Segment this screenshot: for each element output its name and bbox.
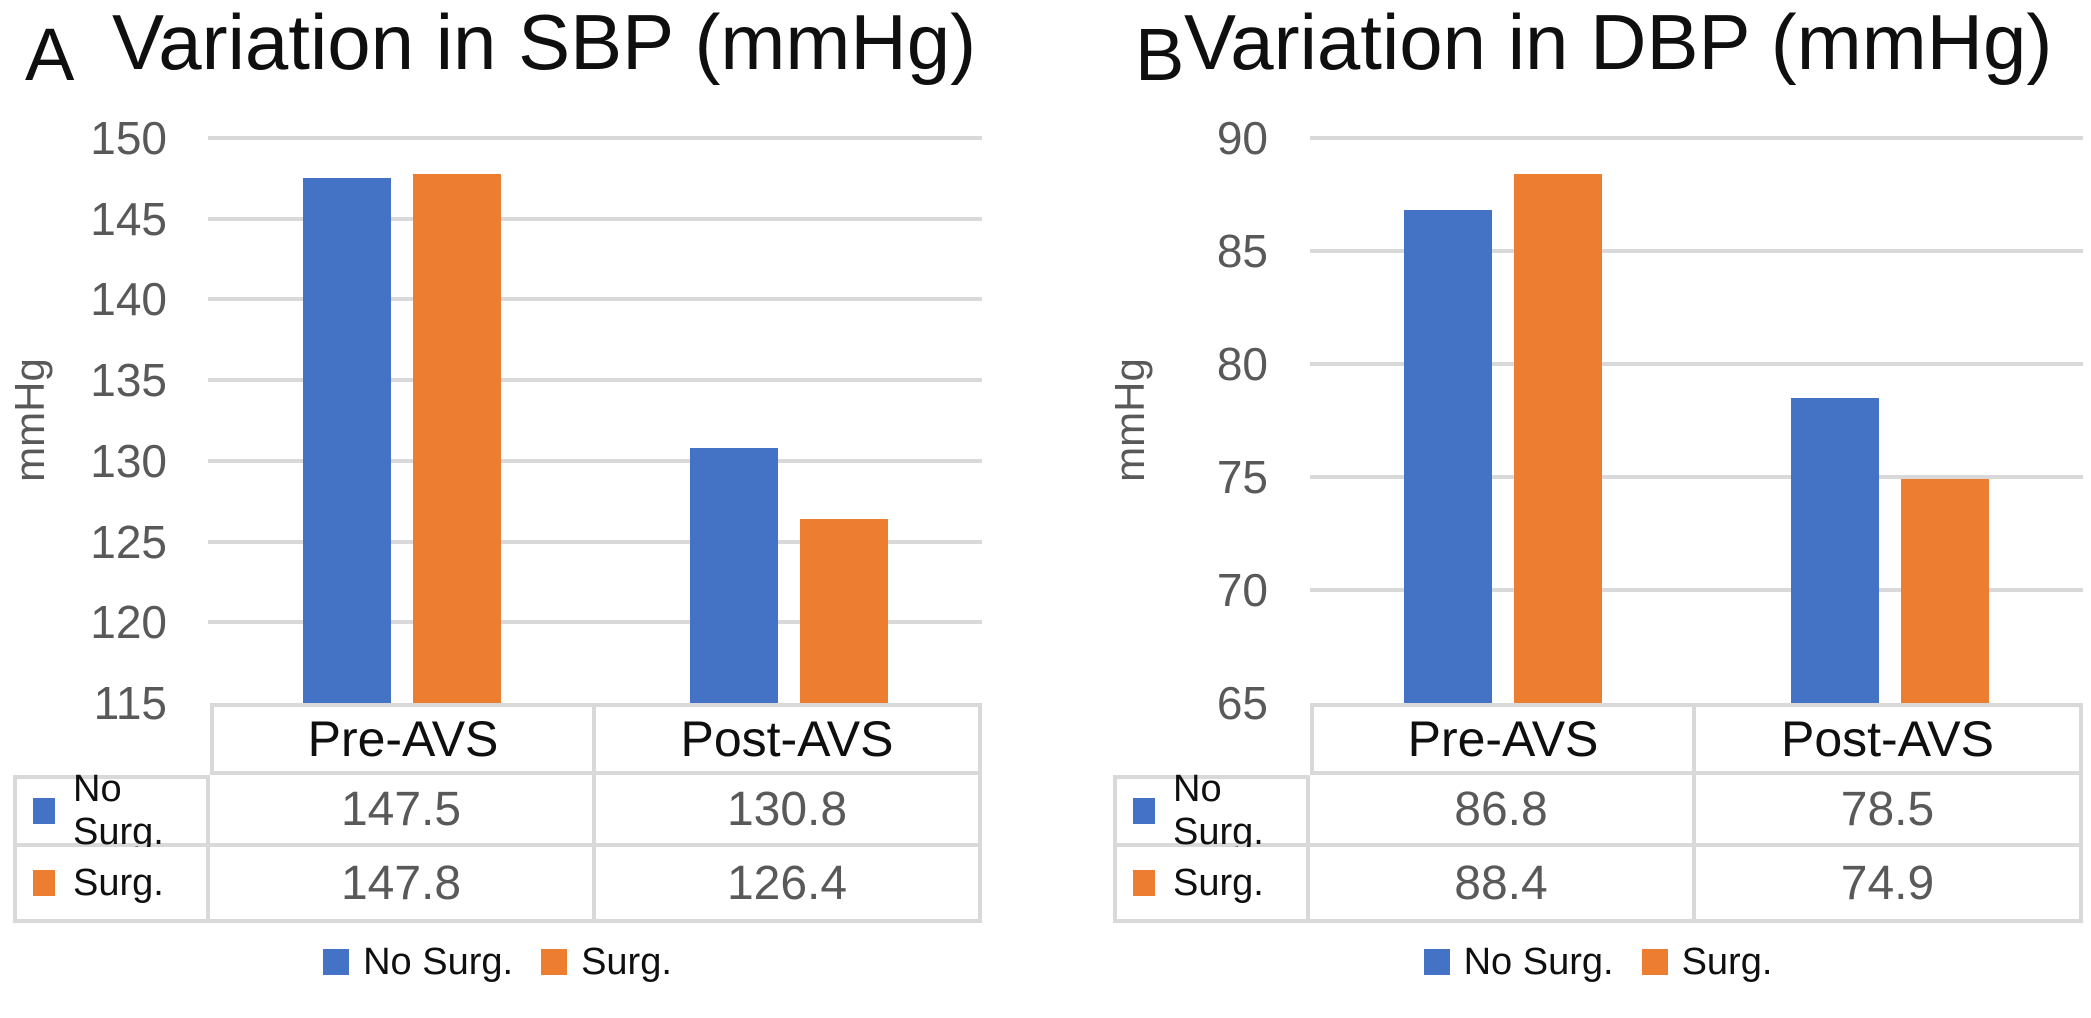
row-label-no-surg: No Surg. — [13, 768, 210, 853]
bar-no-surg-pre-avs — [303, 178, 391, 703]
table-value: 74.9 — [1696, 847, 2083, 923]
row-label-text: No Surg. — [73, 768, 164, 853]
chart-panel-dbp: B Variation in DBP (mmHg) mmHg 90 85 80 75 7… — [1046, 0, 2091, 1018]
legend-swatch-surg-icon — [541, 949, 568, 975]
table-value: 88.4 — [1310, 847, 1696, 923]
panel-letter: A — [25, 13, 75, 96]
column-header-post-avs: Post-AVS — [1696, 703, 2083, 775]
plot-area: 150 145 140 135 130 125 120 115 — [0, 0, 1045, 1018]
y-tick-label: 85 — [1216, 225, 1268, 277]
legend-label: Surg. — [581, 941, 672, 983]
y-tick-label: 130 — [90, 435, 167, 487]
gridline — [208, 136, 982, 140]
table-value: 78.5 — [1696, 775, 2083, 847]
y-tick-label: 125 — [90, 516, 167, 568]
legend: No Surg. Surg. — [13, 942, 982, 982]
row-label-text: Surg. — [73, 861, 164, 904]
gridline — [1310, 588, 2083, 592]
legend-item-surg: Surg. — [1641, 941, 1773, 983]
series-key-no-surg-icon — [33, 798, 55, 824]
gridline — [1310, 249, 2083, 253]
legend-item-surg: Surg. — [541, 943, 672, 981]
y-tick-label: 75 — [1216, 451, 1268, 503]
series-key-surg-icon — [1133, 870, 1155, 896]
gridline — [208, 378, 982, 382]
gridline — [208, 620, 982, 624]
chart-title: Variation in DBP (mmHg) — [1184, 0, 2053, 86]
column-header-post-avs: Post-AVS — [596, 703, 982, 775]
table-corner-cell — [1113, 703, 1310, 775]
table-value: 147.5 — [210, 775, 596, 847]
y-tick-label: 90 — [1216, 112, 1268, 164]
gridline — [1310, 475, 2083, 479]
data-table: Pre-AVS Post-AVS No Surg. 86.8 78.5 Surg… — [1113, 703, 2083, 923]
legend-label: Surg. — [1681, 941, 1773, 983]
y-tick-label: 150 — [90, 112, 167, 164]
bar-surg-pre-avs — [413, 174, 501, 703]
y-tick-label: 65 — [1216, 677, 1268, 729]
row-label-surg: Surg. — [1113, 847, 1310, 923]
gridline — [208, 217, 982, 221]
bar-surg-post-avs — [800, 519, 888, 703]
table-corner-cell — [13, 703, 210, 775]
series-key-no-surg-icon — [1133, 798, 1155, 824]
y-tick-label: 145 — [90, 193, 167, 245]
y-tick-label: 70 — [1216, 564, 1268, 616]
series-key-surg-icon — [33, 870, 55, 896]
gridline — [208, 540, 982, 544]
legend-swatch-no-surg-icon — [1423, 949, 1450, 975]
panel-letter: B — [1135, 13, 1185, 96]
legend-item-no-surg: No Surg. — [323, 943, 513, 981]
plot-area: 90 85 80 75 70 65 — [1046, 0, 2091, 1018]
chart-panel-sbp: A Variation in SBP (mmHg) mmHg 150 145 140… — [0, 0, 1045, 1018]
gridline — [208, 459, 982, 463]
table-value: 147.8 — [210, 847, 596, 923]
gridline — [1310, 136, 2083, 140]
bar-surg-post-avs — [1901, 479, 1989, 703]
bar-no-surg-post-avs — [690, 448, 778, 703]
y-tick-label: 135 — [90, 354, 167, 406]
legend-swatch-no-surg-icon — [323, 949, 350, 975]
chart-title: Variation in SBP (mmHg) — [112, 0, 977, 86]
y-tick-label: 115 — [93, 677, 167, 729]
table-value: 130.8 — [596, 775, 982, 847]
legend-swatch-surg-icon — [1641, 949, 1668, 975]
row-label-no-surg: No Surg. — [1113, 768, 1310, 853]
legend-label: No Surg. — [363, 941, 514, 983]
table-value: 126.4 — [596, 847, 982, 923]
column-header-pre-avs: Pre-AVS — [1310, 703, 1696, 775]
legend-label: No Surg. — [1463, 941, 1614, 983]
legend: No Surg. Surg. — [1113, 942, 2083, 982]
gridline — [208, 297, 982, 301]
bar-surg-pre-avs — [1514, 174, 1602, 703]
bar-no-surg-post-avs — [1791, 398, 1879, 703]
row-label-text: No Surg. — [1173, 768, 1264, 853]
column-header-pre-avs: Pre-AVS — [210, 703, 596, 775]
legend-item-no-surg: No Surg. — [1423, 941, 1614, 983]
row-label-text: Surg. — [1173, 861, 1264, 904]
row-label-surg: Surg. — [13, 847, 210, 923]
data-table: Pre-AVS Post-AVS No Surg. 147.5 130.8 Su… — [13, 703, 982, 923]
y-tick-label: 80 — [1216, 338, 1268, 390]
gridline — [1310, 362, 2083, 366]
y-tick-label: 120 — [90, 596, 167, 648]
y-tick-label: 140 — [90, 273, 167, 325]
table-value: 86.8 — [1310, 775, 1696, 847]
bar-no-surg-pre-avs — [1404, 210, 1492, 703]
